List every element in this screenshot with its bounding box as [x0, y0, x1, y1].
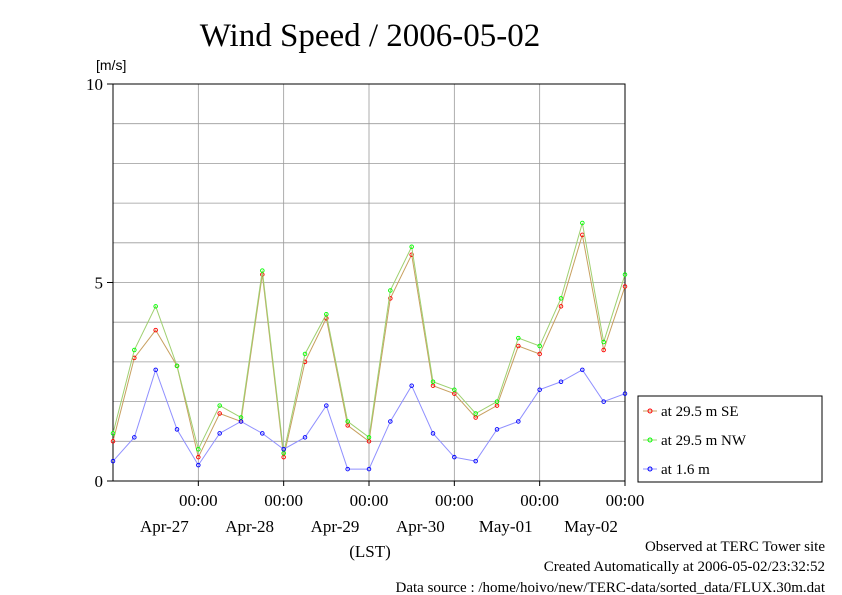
grid-lines — [113, 84, 626, 481]
series-point — [388, 419, 393, 424]
x-tick-time-label: 00:00 — [435, 491, 474, 510]
series-point — [409, 383, 414, 388]
series-point — [324, 403, 329, 408]
series-point — [409, 252, 414, 257]
x-tick-date-label: Apr-30 — [396, 517, 445, 536]
series-point — [580, 367, 585, 373]
legend-label: at 29.5 m NW — [661, 433, 747, 449]
legend-marker — [647, 466, 653, 472]
x-tick-time-label: 00:00 — [179, 491, 218, 510]
series-point — [366, 466, 372, 472]
legend-label: at 1.6 m — [661, 462, 710, 478]
series-point — [238, 419, 244, 424]
x-tick-date-label: May-02 — [564, 517, 618, 536]
series-point — [452, 454, 457, 460]
series-point — [366, 435, 372, 440]
series-line — [112, 234, 626, 459]
series-point — [494, 427, 500, 432]
series-point — [260, 431, 265, 436]
series-point — [622, 284, 628, 289]
x-tick-date-label: Apr-28 — [225, 517, 274, 536]
footer-data-source: Data source : /home/hoivo/new/TERC-data/… — [396, 580, 826, 595]
series-point — [494, 399, 500, 404]
series-point — [217, 431, 222, 436]
series-point — [345, 419, 350, 424]
x-tick-date-label: Apr-29 — [311, 517, 360, 536]
legend-label: at 29.5 m SE — [661, 404, 739, 420]
series-point — [558, 304, 564, 309]
series-point — [302, 351, 308, 357]
series-point — [473, 411, 478, 416]
x-tick-time-label: 00:00 — [350, 491, 389, 510]
series-point — [388, 296, 393, 301]
series-point — [153, 327, 158, 333]
series-point — [153, 367, 158, 373]
series-point — [601, 399, 606, 404]
series-point — [558, 379, 564, 385]
y-tick-label: 5 — [95, 274, 104, 293]
series-point — [516, 419, 521, 424]
series-point — [430, 379, 436, 385]
legend: at 29.5 m SE at 29.5 m NW at 1.6 m — [637, 395, 823, 483]
series-point — [302, 435, 308, 440]
footer-created: Created Automatically at 2006-05-02/23:3… — [544, 559, 825, 575]
series-point — [601, 339, 606, 345]
series-point — [537, 387, 542, 392]
series-point — [324, 312, 329, 317]
series-point — [430, 431, 436, 436]
series-point — [622, 272, 628, 277]
x-tick-date-label: May-01 — [479, 517, 533, 536]
series-point — [132, 347, 137, 353]
series-point — [174, 427, 180, 432]
series-point — [217, 403, 222, 408]
footer-site: Observed at TERC Tower site — [645, 539, 825, 555]
series-point — [153, 304, 158, 309]
legend-marker — [647, 408, 653, 414]
series-point — [537, 351, 542, 357]
chart-title: Wind Speed / 2006-05-02 — [200, 18, 541, 54]
x-axis-label: (LST) — [349, 542, 391, 561]
series-point — [132, 435, 137, 440]
series-point — [110, 458, 116, 464]
series-point — [217, 411, 222, 416]
series-point — [345, 466, 350, 472]
series-point — [196, 462, 201, 468]
series-point — [281, 446, 286, 452]
series-point — [110, 431, 116, 436]
series-line — [112, 368, 626, 470]
y-axis-unit-label: [m/s] — [96, 57, 126, 73]
y-tick-label: 0 — [95, 472, 104, 491]
series-line — [112, 222, 626, 454]
legend-box — [637, 395, 823, 483]
series-point — [196, 454, 201, 460]
series-point — [622, 391, 628, 396]
series-point — [196, 446, 201, 452]
x-tick-time-label: 00:00 — [520, 491, 559, 510]
x-tick-time-label: 00:00 — [264, 491, 303, 510]
series-point — [110, 439, 116, 444]
series-point — [537, 343, 542, 349]
series-point — [174, 363, 180, 369]
series-layer — [110, 220, 628, 472]
series-point — [260, 268, 265, 273]
series-point — [388, 288, 393, 293]
series-point — [516, 343, 521, 349]
series-point — [409, 244, 414, 250]
series-point — [558, 296, 564, 301]
y-tick-label: 10 — [86, 75, 103, 94]
series-point — [516, 335, 521, 341]
x-tick-date-label: Apr-27 — [140, 517, 189, 536]
series-point — [452, 387, 457, 392]
x-tick-time-label: 00:00 — [606, 491, 645, 510]
legend-marker — [647, 437, 653, 443]
series-point — [601, 347, 606, 353]
axis-tick-labels: 0 5 10 00:00 Apr-27 00:00 Apr-28 00:00 Apr-29 00:… — [86, 75, 644, 536]
series-point — [580, 220, 585, 226]
series-point — [473, 458, 478, 464]
